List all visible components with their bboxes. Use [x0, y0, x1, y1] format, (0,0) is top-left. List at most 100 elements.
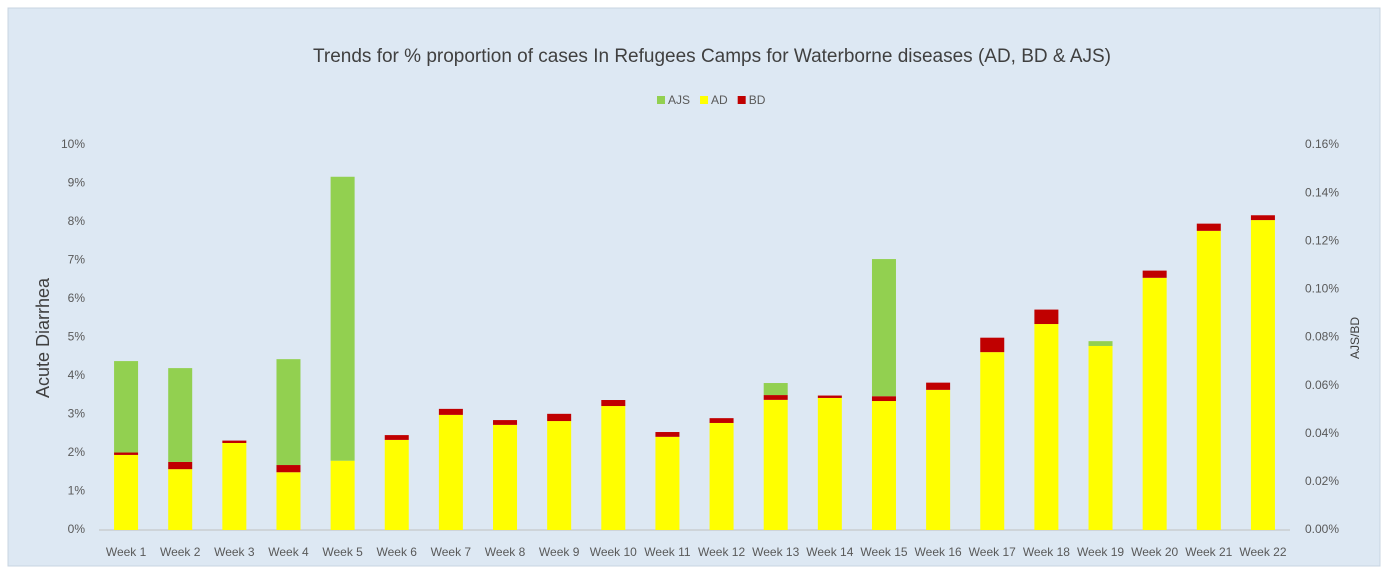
bar-segment — [1034, 309, 1059, 325]
x-tick-label: Week 5 — [322, 545, 363, 559]
x-tick-label: Week 2 — [160, 545, 201, 559]
bar-segment — [276, 472, 301, 530]
bar-segment — [114, 361, 139, 453]
x-tick-label: Week 14 — [806, 545, 853, 559]
y-tick-label: 3% — [68, 407, 86, 421]
legend-label: AD — [711, 93, 728, 107]
x-tick-label: Week 12 — [698, 545, 745, 559]
bar-segment — [168, 461, 193, 470]
bar-segment — [926, 389, 951, 530]
y-tick-label: 6% — [68, 291, 86, 305]
y-tick-label: 10% — [61, 137, 85, 151]
bar-segment — [168, 368, 193, 462]
y-axis-title: Acute Diarrhea — [33, 277, 53, 398]
bar-segment — [1196, 223, 1221, 231]
bar-segment — [547, 413, 572, 422]
x-tick-label: Week 22 — [1239, 545, 1286, 559]
bar-segment — [1250, 220, 1275, 530]
bar-segment — [871, 259, 896, 397]
bar-segment — [980, 352, 1005, 530]
bar-segment — [763, 395, 788, 400]
bar-segment — [438, 414, 463, 530]
bar-segment — [384, 435, 409, 440]
y-tick-label: 4% — [68, 368, 86, 382]
bar-segment — [817, 397, 842, 530]
x-tick-label: Week 11 — [644, 545, 691, 559]
y-tick-label: 0% — [68, 522, 86, 536]
chart-title: Trends for % proportion of cases In Refu… — [313, 46, 1111, 67]
y2-tick-label: 0.10% — [1305, 282, 1339, 296]
bar-segment — [438, 408, 463, 415]
y-tick-label: 2% — [68, 445, 86, 459]
bar-segment — [655, 436, 680, 530]
y2-tick-label: 0.00% — [1305, 522, 1339, 536]
x-tick-label: Week 21 — [1185, 545, 1232, 559]
x-tick-label: Week 1 — [106, 545, 147, 559]
x-tick-label: Week 6 — [377, 545, 418, 559]
bar-segment — [601, 400, 626, 407]
x-tick-label: Week 8 — [485, 545, 526, 559]
y2-tick-label: 0.12% — [1305, 233, 1339, 247]
y2-tick-label: 0.16% — [1305, 137, 1339, 151]
bar-segment — [763, 399, 788, 530]
y2-tick-label: 0.08% — [1305, 330, 1339, 344]
y-tick-label: 1% — [68, 484, 86, 498]
bar-segment — [493, 424, 518, 530]
x-tick-label: Week 16 — [915, 545, 962, 559]
legend-swatch — [737, 96, 746, 104]
bar-segment — [168, 469, 193, 530]
x-tick-label: Week 4 — [268, 545, 309, 559]
bar-segment — [871, 401, 896, 530]
x-tick-label: Week 17 — [969, 545, 1016, 559]
bar-segment — [493, 420, 518, 425]
y2-tick-label: 0.06% — [1305, 378, 1339, 392]
bar-segment — [655, 432, 680, 437]
bar-segment — [763, 383, 788, 396]
bar-segment — [601, 406, 626, 530]
legend-label: BD — [749, 93, 766, 107]
bar-segment — [547, 421, 572, 530]
bar-segment — [926, 382, 951, 390]
x-tick-label: Week 20 — [1131, 545, 1178, 559]
y-tick-label: 8% — [68, 214, 86, 228]
bar-segment — [330, 460, 355, 530]
bar-segment — [1088, 341, 1113, 346]
x-tick-label: Week 18 — [1023, 545, 1070, 559]
y2-axis-title: AJS/BD — [1348, 317, 1362, 359]
y-tick-label: 5% — [68, 330, 86, 344]
y-tick-label: 7% — [68, 253, 86, 267]
y-tick-label: 9% — [68, 176, 86, 190]
bar-segment — [1250, 215, 1275, 221]
x-tick-label: Week 3 — [214, 545, 255, 559]
bar-segment — [222, 440, 247, 443]
bar-segment — [276, 359, 301, 466]
bar-segment — [276, 465, 301, 473]
bar-segment — [817, 395, 842, 398]
bar-segment — [1142, 277, 1167, 530]
bar-segment — [709, 422, 734, 530]
y2-tick-label: 0.14% — [1305, 185, 1339, 199]
y2-tick-label: 0.02% — [1305, 474, 1339, 488]
bar-segment — [114, 452, 139, 455]
bar-segment — [330, 176, 355, 461]
bar-segment — [1034, 324, 1059, 530]
legend-label: AJS — [668, 93, 690, 107]
y2-tick-label: 0.04% — [1305, 426, 1339, 440]
x-tick-label: Week 13 — [752, 545, 799, 559]
bar-segment — [980, 337, 1005, 353]
legend-swatch — [657, 96, 665, 104]
bar-segment — [1142, 270, 1167, 278]
bar-segment — [1196, 230, 1221, 531]
x-tick-label: Week 10 — [590, 545, 637, 559]
chart-background — [7, 7, 1381, 567]
bar-segment — [1088, 345, 1113, 530]
bar-segment — [384, 439, 409, 530]
x-tick-label: Week 7 — [431, 545, 472, 559]
bar-segment — [709, 418, 734, 423]
x-tick-label: Week 15 — [860, 545, 907, 559]
legend-swatch — [700, 96, 709, 104]
x-tick-label: Week 9 — [539, 545, 580, 559]
x-tick-label: Week 19 — [1077, 545, 1124, 559]
bar-segment — [871, 396, 896, 402]
